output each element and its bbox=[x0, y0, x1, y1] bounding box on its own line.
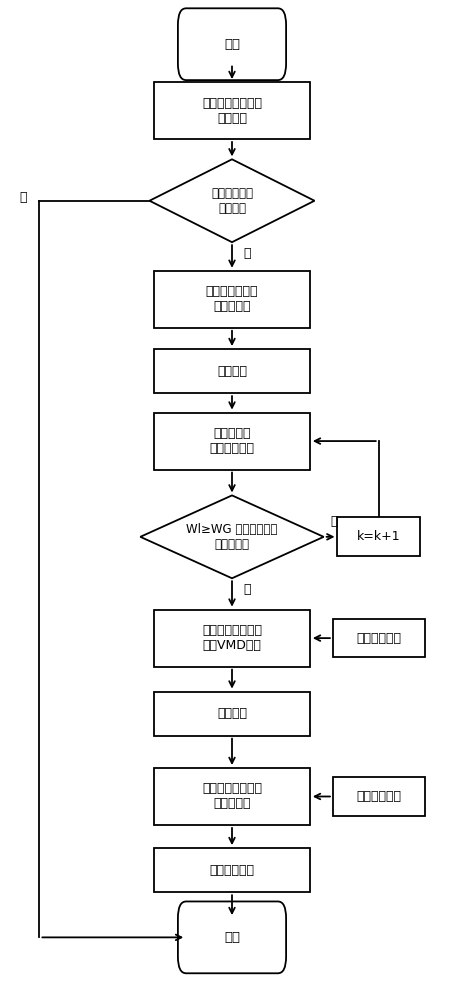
Text: 希尔伯特变换: 希尔伯特变换 bbox=[356, 790, 400, 803]
Text: 故障类型识别: 故障类型识别 bbox=[209, 864, 254, 877]
Text: 是: 是 bbox=[243, 247, 250, 260]
Bar bbox=[154, 848, 309, 892]
Bar bbox=[337, 517, 419, 556]
Text: Wl≥WG 且相关系数差
值大于阈值: Wl≥WG 且相关系数差 值大于阈值 bbox=[186, 523, 277, 551]
Text: 对轴承振动信号
奇异值分解: 对轴承振动信号 奇异值分解 bbox=[205, 285, 258, 313]
Text: k=k+1: k=k+1 bbox=[356, 530, 400, 543]
Text: 结束: 结束 bbox=[224, 931, 239, 944]
Bar bbox=[154, 82, 309, 139]
Text: 对原机械振动信号
进行VMD分解: 对原机械振动信号 进行VMD分解 bbox=[201, 624, 262, 652]
Bar bbox=[332, 777, 424, 816]
Text: 滤波处理: 滤波处理 bbox=[217, 707, 246, 720]
Bar bbox=[332, 619, 424, 657]
Text: 获取故障诊断轴承
振动信号: 获取故障诊断轴承 振动信号 bbox=[201, 97, 262, 125]
Bar bbox=[154, 349, 309, 393]
FancyBboxPatch shape bbox=[177, 8, 286, 80]
Bar bbox=[154, 768, 309, 825]
Text: 重构信号: 重构信号 bbox=[217, 365, 246, 378]
Text: 对重构信号
变分模态分解: 对重构信号 变分模态分解 bbox=[209, 427, 254, 455]
Bar bbox=[154, 271, 309, 328]
Text: 是: 是 bbox=[330, 515, 338, 528]
Text: 否: 否 bbox=[243, 583, 250, 596]
Text: 否: 否 bbox=[19, 191, 27, 204]
Text: 生成包络谱提取故
障特征频率: 生成包络谱提取故 障特征频率 bbox=[201, 782, 262, 810]
Bar bbox=[154, 610, 309, 667]
Text: 开始: 开始 bbox=[224, 38, 239, 51]
Text: 加权峭度筛选: 加权峭度筛选 bbox=[356, 632, 400, 645]
Polygon shape bbox=[140, 495, 323, 578]
Bar bbox=[154, 692, 309, 736]
Polygon shape bbox=[149, 159, 314, 242]
Text: 判断时频分布
有无异常: 判断时频分布 有无异常 bbox=[211, 187, 252, 215]
FancyBboxPatch shape bbox=[177, 901, 286, 973]
Bar bbox=[154, 413, 309, 470]
